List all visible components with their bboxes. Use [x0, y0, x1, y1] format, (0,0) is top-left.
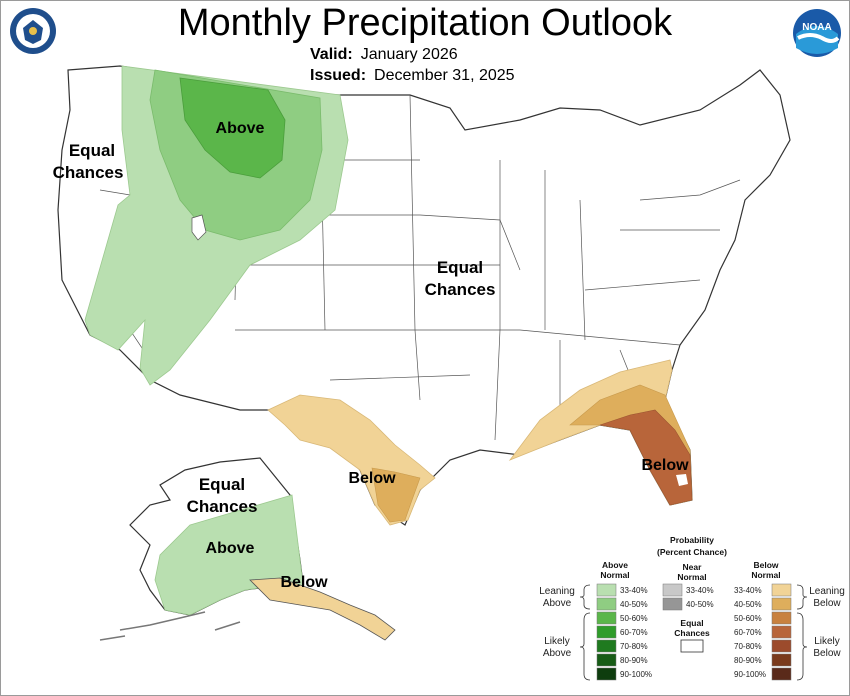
above-swatch-4 [596, 625, 617, 639]
below-florida-region [599, 409, 693, 506]
above-range-4: 60-70% [620, 628, 648, 637]
north-above-label: Above [216, 120, 265, 137]
florida-below-label: Below [641, 457, 689, 474]
above-50-60-region [179, 77, 286, 179]
above-range-1: 33-40% [620, 586, 648, 595]
above-swatches: 33-40% 40-50% 50-60% 60-70% 70-80% 80-90… [596, 583, 652, 681]
below-range-4: 60-70% [734, 628, 762, 637]
near-range-2: 40-50% [686, 600, 714, 609]
doc-seal-icon [10, 8, 56, 54]
aleutian-islands [99, 611, 241, 641]
near-header-line2: Normal [677, 572, 706, 582]
above-range-3: 50-60% [620, 614, 648, 623]
near-swatch-2 [662, 597, 683, 611]
above-range-7: 90-100% [620, 670, 652, 679]
above-swatch-3 [596, 611, 617, 625]
leaning-above-line1: Leaning [539, 586, 575, 597]
west-ec-line1: Equal [69, 141, 115, 160]
above-range-5: 70-80% [620, 642, 648, 651]
legend-title-line1: Probability [670, 535, 714, 545]
valid-value: January 2026 [360, 46, 458, 63]
below-range-3: 50-60% [734, 614, 762, 623]
alaska-ec-line1: Equal [199, 475, 245, 494]
leaning-below-line2: Below [813, 598, 841, 609]
above-swatch-5 [596, 639, 617, 653]
below-texas-inner [371, 467, 421, 523]
lake-okeechobee [676, 474, 688, 486]
above-header-line1: Above [602, 560, 628, 570]
issued-value: December 31, 2025 [374, 67, 515, 84]
equal-chances-line2: Chances [674, 628, 710, 638]
likely-above-line1: Likely [544, 636, 570, 647]
below-swatch-5 [771, 639, 792, 653]
likely-above-line2: Above [543, 648, 572, 659]
west-ec-line2: Chances [53, 163, 124, 182]
below-range-1: 33-40% [734, 586, 762, 595]
above-header-line2: Normal [600, 570, 629, 580]
above-range-2: 40-50% [620, 600, 648, 609]
central-ec-line1: Equal [437, 258, 483, 277]
likely-below-line2: Below [813, 648, 841, 659]
leaning-above-line2: Above [543, 598, 572, 609]
likely-below-line1: Likely [814, 636, 840, 647]
below-swatch-4 [771, 625, 792, 639]
equal-chances-line1: Equal [680, 618, 703, 628]
near-swatches: 33-40% 40-50% Equal Chances [662, 583, 714, 653]
below-swatch-3 [771, 611, 792, 625]
leaning-below-line1: Leaning [809, 586, 845, 597]
page-title: Monthly Precipitation Outlook [177, 2, 673, 44]
alaska-below-label: Below [280, 574, 328, 591]
near-header-line1: Near [683, 562, 703, 572]
texas-below-label: Below [348, 470, 396, 487]
alaska-ec-line2: Chances [187, 497, 258, 516]
below-range-5: 70-80% [734, 642, 762, 651]
below-range-7: 90-100% [734, 670, 766, 679]
issued-line: Issued: December 31, 2025 [310, 67, 515, 85]
below-range-6: 80-90% [734, 656, 762, 665]
below-header-line1: Below [753, 560, 778, 570]
below-swatches: 33-40% 40-50% 50-60% 60-70% 70-80% 80-90… [734, 583, 792, 681]
above-swatch-6 [596, 653, 617, 667]
below-range-2: 40-50% [734, 600, 762, 609]
alaska-above-label: Above [206, 540, 255, 557]
legend-brackets [579, 584, 808, 681]
above-swatch-7 [596, 667, 617, 681]
valid-line: Valid: January 2026 [310, 46, 458, 64]
alaska-panhandle-below [249, 577, 396, 641]
below-swatch-7 [771, 667, 792, 681]
above-range-6: 80-90% [620, 656, 648, 665]
above-swatch-1 [596, 583, 617, 597]
valid-label: Valid: [310, 46, 353, 63]
above-swatch-2 [596, 597, 617, 611]
equal-chances-swatch [680, 639, 704, 653]
legend-title-line2: (Percent Chance) [657, 547, 727, 557]
near-swatch-1 [662, 583, 683, 597]
below-swatch-2 [771, 597, 792, 611]
below-header-line2: Normal [751, 570, 780, 580]
below-swatch-6 [771, 653, 792, 667]
central-ec-line2: Chances [425, 280, 496, 299]
below-swatch-1 [771, 583, 792, 597]
great-salt-lake [191, 214, 207, 241]
noaa-logo-icon: NOAA [793, 9, 841, 57]
legend: Probability (Percent Chance) Above Norma… [539, 535, 845, 681]
svg-text:NOAA: NOAA [802, 22, 831, 33]
issued-label: Issued: [310, 67, 367, 84]
near-range-1: 33-40% [686, 586, 714, 595]
